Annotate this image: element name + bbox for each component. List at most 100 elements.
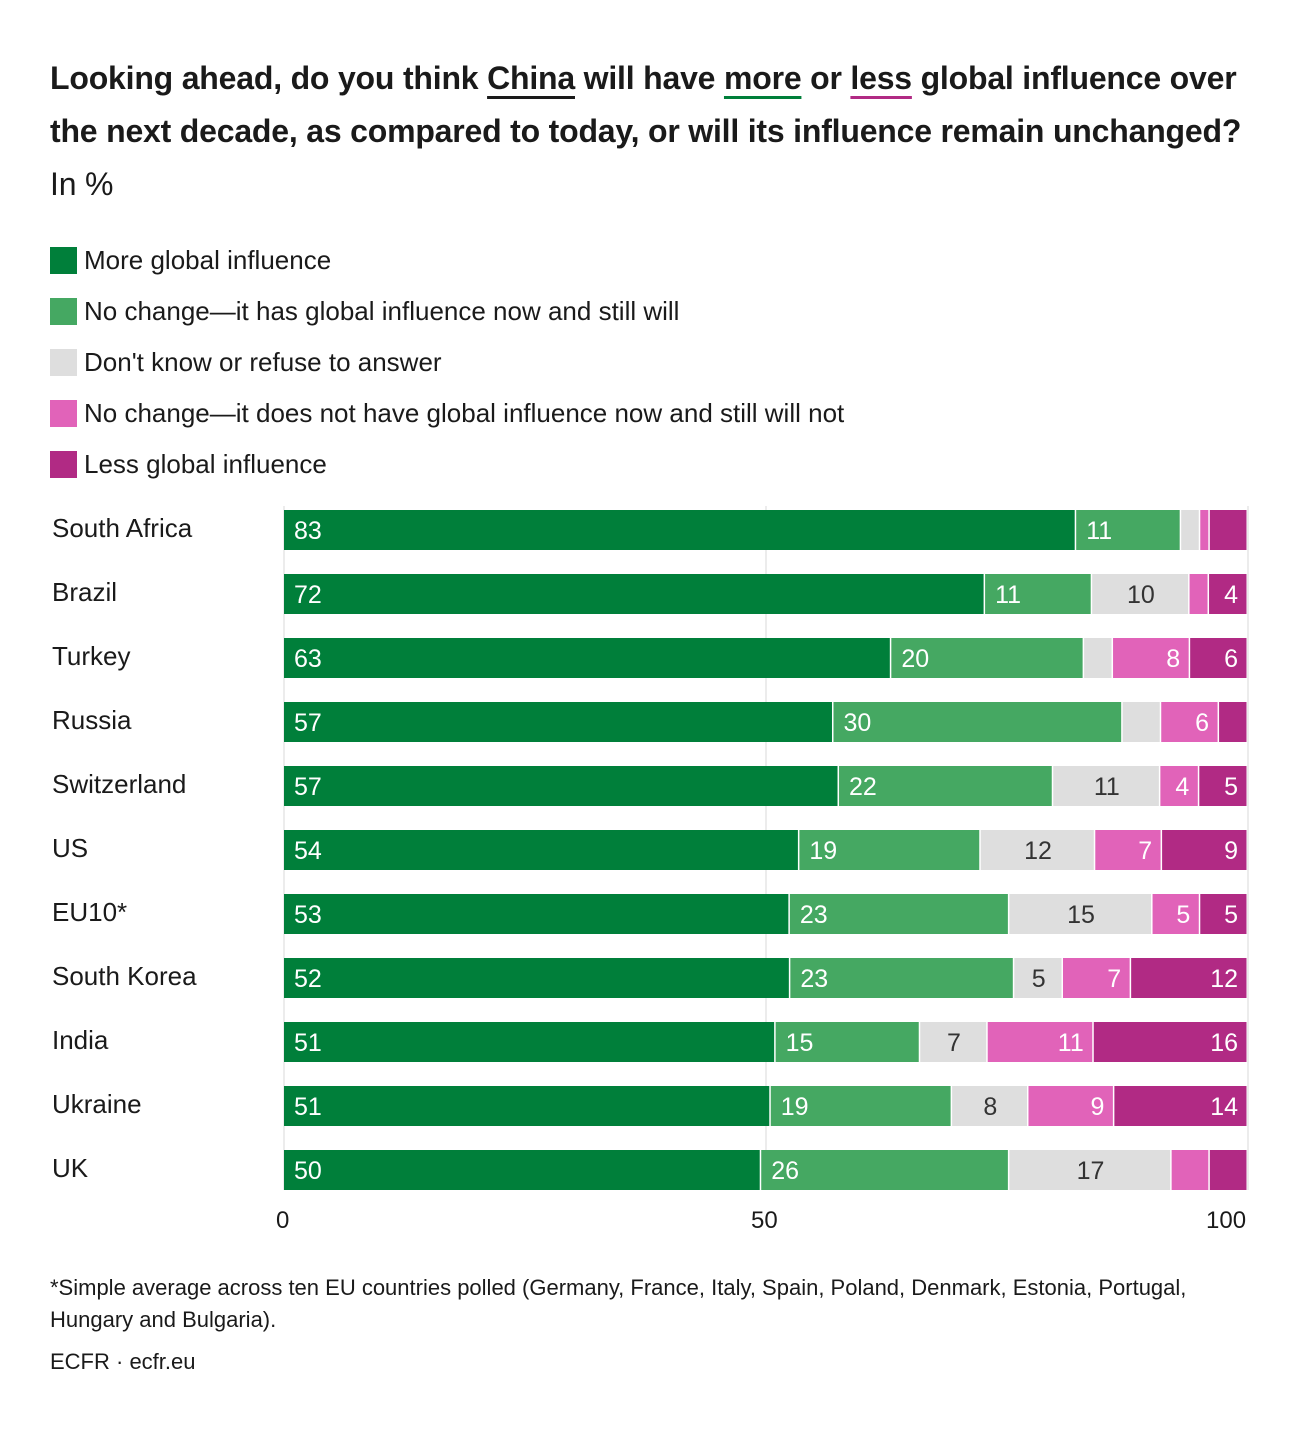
- bar-segment-no-change-has: [833, 702, 1122, 742]
- bar-value-label: 5: [1224, 901, 1238, 929]
- bar-segment-more: [284, 574, 984, 614]
- title-text: will have: [574, 60, 724, 96]
- legend-swatch-less: [50, 450, 77, 478]
- bar-segment-more: [284, 1150, 760, 1190]
- bar-segment-more: [284, 510, 1075, 550]
- bar-segment-dont-know: [1009, 894, 1152, 934]
- bar-value-label: 57: [294, 773, 322, 801]
- bar-segment-no-change-not: [987, 1022, 1093, 1062]
- bar-value-label: 30: [843, 709, 871, 737]
- country-label: Brazil: [52, 577, 118, 607]
- bar-value-label: 17: [1077, 1157, 1105, 1185]
- bar-segment-more: [284, 1022, 775, 1062]
- bar-segment-no-change-has: [985, 574, 1091, 614]
- legend-swatch-more: [50, 246, 77, 274]
- bar-segment-dont-know: [952, 1086, 1027, 1126]
- bar-segment-more: [284, 830, 798, 870]
- bar-segment-more: [284, 766, 838, 806]
- bar-segment-dont-know: [1009, 1150, 1171, 1190]
- bar-value-label: 50: [294, 1157, 322, 1185]
- bar-segment-no-change-has: [789, 894, 1008, 934]
- bar-segment-no-change-not: [1171, 1150, 1209, 1190]
- legend-swatch-no-change-has: [50, 297, 77, 325]
- x-tick-0: 0: [276, 1207, 290, 1234]
- legend-item-no-change-not: No change—it does not have global influe…: [50, 398, 844, 428]
- bar-segment-dont-know: [1122, 702, 1160, 742]
- bar-segment-less: [1162, 830, 1247, 870]
- title-china: China: [487, 60, 575, 96]
- legend-label-dont-know: Don't know or refuse to answer: [84, 346, 442, 377]
- bar-value-label: 8: [983, 1093, 997, 1121]
- bar-segment-dont-know: [1181, 510, 1199, 550]
- bar-value-label: 19: [781, 1093, 809, 1121]
- bar-value-label: 11: [1058, 1029, 1084, 1057]
- bar-value-label: 7: [1138, 837, 1152, 865]
- bar-value-label: 63: [294, 645, 322, 673]
- bar-value-label: 10: [1127, 581, 1155, 609]
- bar-value-label: 7: [947, 1029, 961, 1057]
- bar-value-label: 8: [1166, 645, 1180, 673]
- bar-value-label: 11: [1094, 773, 1120, 801]
- bar-segment-dont-know: [920, 1022, 987, 1062]
- country-label: South Africa: [52, 513, 193, 543]
- bar-segment-less: [1219, 702, 1247, 742]
- bar-value-label: 15: [786, 1029, 814, 1057]
- legend-item-no-change-has: No change—it has global influence now an…: [50, 296, 679, 326]
- bar-segment-no-change-has: [775, 1022, 919, 1062]
- legend-swatch-dont-know: [50, 348, 77, 376]
- title-less: less: [850, 60, 912, 96]
- bar-segment-dont-know: [980, 830, 1094, 870]
- bar-segment-dont-know: [1084, 638, 1112, 678]
- bar-value-label: 54: [294, 837, 322, 865]
- bar-value-label: 7: [1107, 965, 1121, 993]
- legend-label-less: Less global influence: [84, 448, 327, 479]
- bar-segment-no-change-not: [1200, 510, 1209, 550]
- bar-segment-more: [284, 958, 789, 998]
- bar-value-label: 5: [1032, 965, 1046, 993]
- bar-value-label: 11: [995, 581, 1021, 609]
- x-tick-100: 100: [1206, 1207, 1247, 1234]
- source-credit: ECFR · ecfr.eu: [50, 1349, 196, 1374]
- title-unit: In %: [50, 166, 114, 202]
- bar-segment-less: [1093, 1022, 1247, 1062]
- bar-segment-more: [284, 702, 832, 742]
- title-text: Looking ahead, do you think: [50, 60, 488, 96]
- title-more: more: [723, 60, 802, 96]
- bar-segment-dont-know: [1014, 958, 1062, 998]
- footnote: *Simple average across ten EU countries …: [50, 1275, 1187, 1332]
- bar-value-label: 53: [294, 901, 322, 929]
- bar-segment-no-change-not: [1113, 638, 1189, 678]
- bar-segment-less: [1190, 638, 1247, 678]
- bar-segment-no-change-not: [1189, 574, 1208, 614]
- bar-value-label: 23: [800, 901, 828, 929]
- bar-segment-no-change-has: [761, 1150, 1008, 1190]
- country-label: Turkey: [52, 641, 131, 671]
- legend-item-less: Less global influence: [50, 449, 327, 479]
- chart-title: Looking ahead, do you think China will h…: [50, 52, 1250, 211]
- bar-segment-less: [1114, 1086, 1247, 1126]
- bar-segment-less: [1209, 510, 1247, 550]
- bar-segment-more: [284, 638, 890, 678]
- bar-value-label: 83: [294, 517, 322, 545]
- bar-value-label: 72: [294, 581, 322, 609]
- bar-segment-no-change-has: [799, 830, 980, 870]
- bar-segment-more: [284, 894, 789, 934]
- bar-value-label: 9: [1224, 837, 1238, 865]
- bar-value-label: 11: [1086, 517, 1112, 545]
- bar-segment-less: [1199, 766, 1247, 806]
- bar-value-label: 26: [771, 1157, 799, 1185]
- bar-segment-less: [1209, 574, 1247, 614]
- country-label: US: [52, 833, 89, 863]
- bar-value-label: 51: [294, 1029, 322, 1057]
- x-tick-50: 50: [751, 1207, 778, 1234]
- title-text: or: [801, 60, 851, 96]
- bar-segment-less: [1131, 958, 1247, 998]
- country-label: South Korea: [52, 961, 197, 991]
- legend-swatch-no-change-not: [50, 399, 77, 427]
- bar-segment-dont-know: [1092, 574, 1189, 614]
- bar-value-label: 22: [849, 773, 877, 801]
- bar-value-label: 52: [294, 965, 322, 993]
- bar-value-label: 14: [1210, 1093, 1238, 1121]
- bar-segment-no-change-not: [1152, 894, 1199, 934]
